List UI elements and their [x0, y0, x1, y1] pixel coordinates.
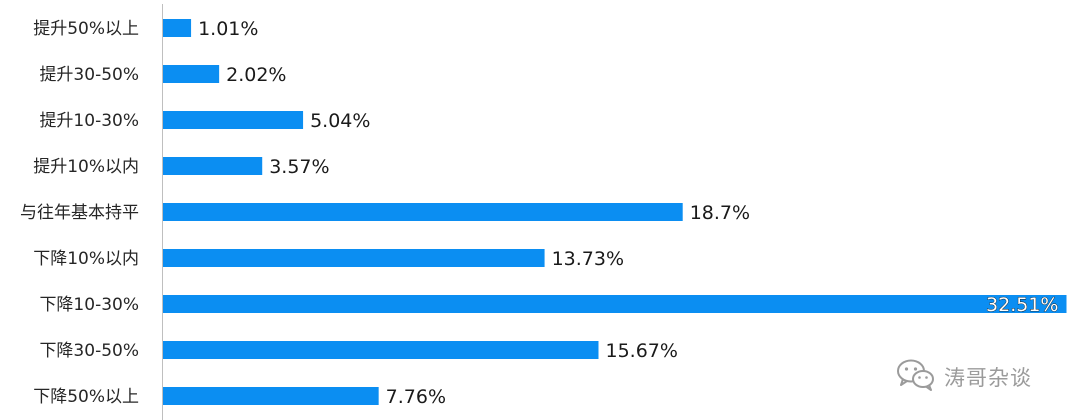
bar [163, 19, 192, 37]
value-labels-group: 1.01% 2.02% 5.04% 3.57% 18.7% 13.73% 32.51% 15.… [198, 18, 1059, 408]
bars-group [163, 19, 1067, 405]
value-label: 7.76% [386, 386, 446, 408]
value-label: 13.73% [552, 248, 624, 270]
bar [163, 157, 263, 175]
bar [163, 249, 545, 267]
value-label: 2.02% [226, 64, 286, 86]
category-label: 下降10%以内 [33, 249, 139, 269]
watermark-text: 涛哥杂谈 [944, 366, 1032, 390]
category-label: 下降50%以上 [33, 387, 139, 407]
bar [163, 65, 220, 83]
value-label: 15.67% [605, 340, 677, 362]
wechat-icon [896, 358, 936, 396]
category-label: 下降10-30% [39, 295, 139, 315]
category-label: 与往年基本持平 [20, 203, 139, 223]
bar [163, 111, 304, 129]
value-label: 5.04% [310, 110, 370, 132]
category-label: 下降30-50% [39, 341, 139, 361]
category-label: 提升10-30% [39, 111, 139, 131]
category-label: 提升30-50% [39, 65, 139, 85]
bar [163, 341, 599, 359]
bar [163, 295, 1067, 313]
value-label: 3.57% [269, 156, 329, 178]
category-label: 提升50%以上 [33, 19, 139, 39]
value-label: 32.51% [986, 294, 1058, 316]
value-label: 1.01% [198, 18, 258, 40]
bar [163, 387, 379, 405]
bar [163, 203, 683, 221]
watermark: 涛哥杂谈 [896, 358, 1032, 396]
category-label: 提升10%以内 [33, 157, 139, 177]
value-label: 18.7% [690, 202, 750, 224]
